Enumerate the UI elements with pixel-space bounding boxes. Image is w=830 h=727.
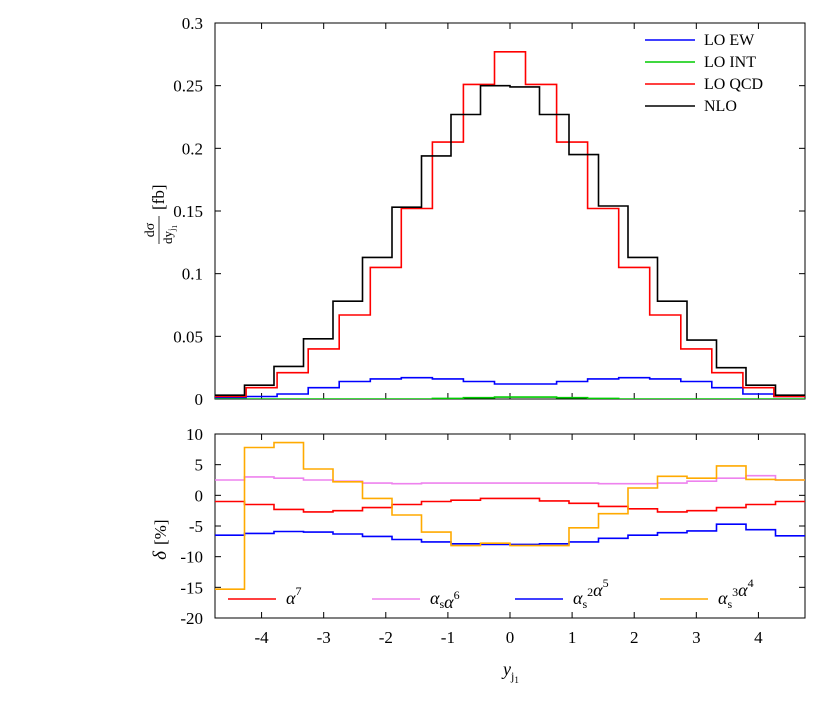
y-axis: -20 -15 -10 -5 0 5 10 [180,425,805,628]
legend-item: αsα6 [372,588,460,612]
legend-item: α7 [228,584,301,608]
x-tick-label: 3 [692,628,701,647]
x-axis: -4 -3 -2 -1 0 1 2 3 4 [254,434,763,647]
x-tick-label: -3 [317,628,331,647]
series-lo-int [215,396,805,399]
x-tick-label: 4 [754,628,763,647]
y-title-unit: [%] [151,520,170,545]
x-tick-label: 0 [506,628,515,647]
legend-item: NLO [645,98,737,115]
legend-label: αs2α5 [573,576,609,611]
legend-label: αsα6 [430,588,460,612]
legend-label: LO INT [704,54,756,71]
series-group [215,51,805,399]
y-tick-label: -10 [180,548,203,567]
y-title-delta: δ [150,550,171,560]
series--7 [215,497,805,513]
y-tick-label: 0.1 [182,265,203,284]
legend-item: αs2α5 [515,576,609,611]
series-group [215,441,805,590]
y-tick-label: 0.05 [173,327,203,346]
legend-label: NLO [704,98,737,115]
x-tick-label: -1 [441,628,455,647]
top-panel: 0 0.05 0.1 0.15 0.2 0.25 0.3 LO EW LO INT LO QCD N… [173,14,806,409]
x-tick-label: -4 [254,628,269,647]
series--s-2-5 [215,523,805,546]
y-tick-label: -20 [180,609,203,628]
x-axis-title: yj1 [501,659,519,685]
x-tick-label: 1 [568,628,577,647]
y-tick-label: 10 [186,425,203,444]
series-lo-ew [215,376,805,399]
legend-item: LO QCD [645,76,763,93]
y-tick-label: -15 [180,578,203,597]
x-axis [261,23,759,399]
legend-bottom: α7 αsα6 αs2α5 αs3α4 [228,576,754,612]
x-tick-label: 2 [630,628,639,647]
series--s-3-4 [215,441,805,590]
legend-label: αs3α4 [718,576,754,611]
series--s-6 [215,474,805,485]
y-axis-title-bottom: δ [%] [150,520,171,560]
legend-item: αs3α4 [660,576,754,611]
y-tick-label: 0 [195,486,204,505]
y-tick-label: 0.25 [173,77,203,96]
series-nlo [215,84,805,396]
legend-label: LO QCD [704,76,763,93]
legend-label: α7 [286,584,301,608]
legend-top: LO EW LO INT LO QCD NLO [645,32,763,115]
y-tick-label: 0 [195,390,204,409]
legend-item: LO EW [645,32,755,49]
y-title-unit: [fb] [149,185,168,210]
y-axis: 0 0.05 0.1 0.15 0.2 0.25 0.3 [173,14,805,409]
y-tick-label: 5 [195,456,204,475]
y-title-denominator: dyj1 [160,224,179,244]
series-lo-qcd [215,51,805,398]
y-tick-label: 0.15 [173,202,203,221]
y-tick-label: -5 [189,517,203,536]
x-tick-label: -2 [379,628,393,647]
legend-label: LO EW [704,32,755,49]
y-title-numerator: dσ [143,222,158,237]
legend-item: LO INT [645,54,756,71]
y-tick-label: 0.3 [182,14,203,33]
y-tick-label: 0.2 [182,139,203,158]
